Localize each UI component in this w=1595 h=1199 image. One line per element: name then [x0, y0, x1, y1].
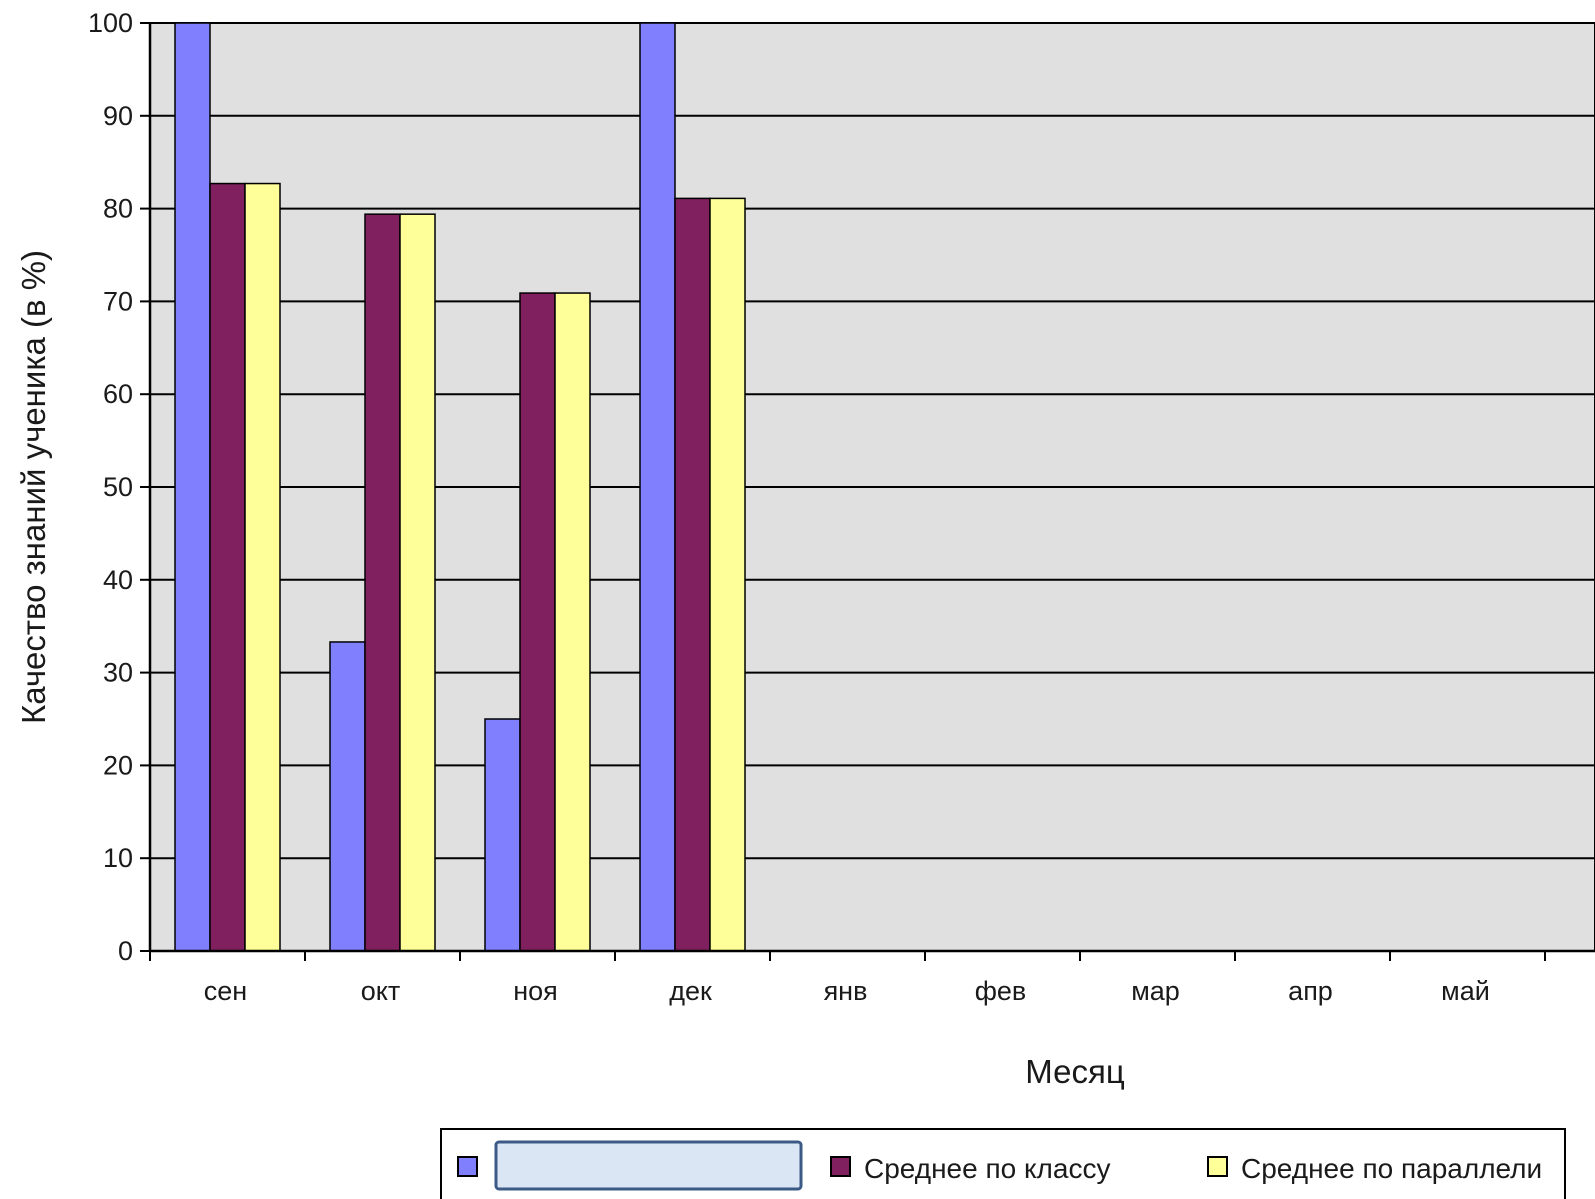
y-tick-label-8: 80	[103, 194, 133, 224]
legend-swatch-2	[1207, 1156, 1228, 1177]
y-tick-label-3: 30	[103, 658, 133, 688]
x-tick-label-май: май	[1441, 976, 1490, 1006]
y-tick-label-6: 60	[103, 379, 133, 409]
x-axis-title: Месяц	[1025, 1053, 1125, 1090]
y-tick-label-1: 10	[103, 843, 133, 873]
y-tick-label-10: 100	[88, 8, 133, 38]
y-tick-label-5: 50	[103, 472, 133, 502]
y-tick-label-0: 0	[118, 936, 133, 966]
bar-s0-сен	[174, 22, 211, 952]
x-tick-label-апр: апр	[1288, 976, 1333, 1006]
legend-redaction-box	[494, 1140, 803, 1191]
y-tick-label-7: 70	[103, 286, 133, 316]
bar-s1-дек	[674, 197, 711, 952]
x-tick-label-янв: янв	[824, 976, 868, 1006]
bar-s0-ноя	[484, 718, 521, 952]
bar-s2-ноя	[554, 292, 591, 952]
y-tick-labels: 0 10 20 30 40 50 60 70 80 90 100	[88, 8, 150, 966]
bar-s1-окт	[364, 213, 401, 952]
x-tick-label-окт: окт	[361, 976, 401, 1006]
legend-swatch-1	[830, 1156, 851, 1177]
bar-s0-дек	[639, 22, 676, 952]
x-tick-label-мар: мар	[1131, 976, 1180, 1006]
x-tick-label-дек: дек	[669, 976, 712, 1006]
legend-swatch-0	[457, 1156, 478, 1177]
bar-s0-окт	[329, 641, 366, 952]
bar-s2-окт	[399, 213, 436, 952]
x-tick-labels: сеноктноядекянвфевмарапрмайиюн	[149, 951, 1546, 1006]
bar-s1-сен	[209, 182, 246, 952]
bar-s2-дек	[709, 197, 746, 952]
x-tick-label-фев: фев	[975, 976, 1027, 1006]
bar-s2-сен	[244, 182, 281, 952]
legend-label-1: Среднее по классу	[864, 1153, 1110, 1184]
legend-label-2: Среднее по параллели	[1241, 1153, 1542, 1184]
x-tick-label-сен: сен	[204, 976, 247, 1006]
y-tick-label-4: 40	[103, 565, 133, 595]
bar-s1-ноя	[519, 292, 556, 952]
legend: Среднее по классу Среднее по параллели	[440, 1128, 1566, 1199]
bars	[174, 22, 746, 952]
y-tick-label-9: 90	[103, 101, 133, 131]
y-axis-title: Качество знаний ученика (в %)	[15, 250, 52, 724]
x-tick-label-ноя: ноя	[513, 976, 558, 1006]
y-tick-label-2: 20	[103, 750, 133, 780]
